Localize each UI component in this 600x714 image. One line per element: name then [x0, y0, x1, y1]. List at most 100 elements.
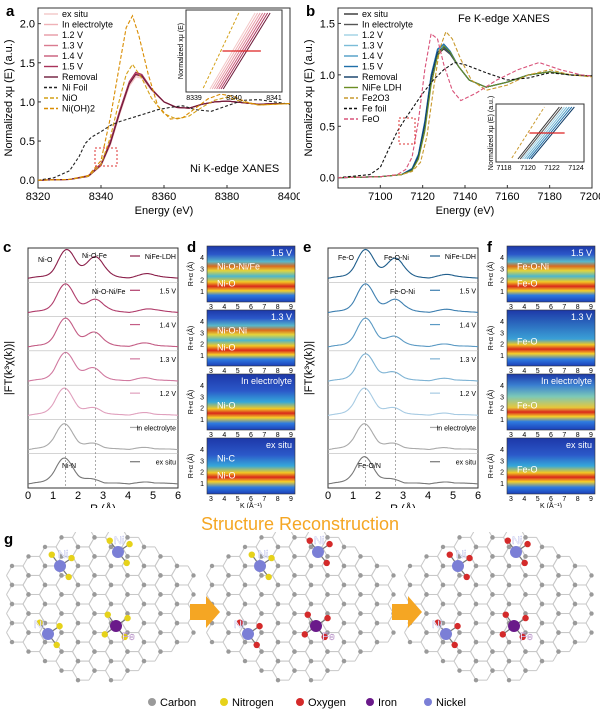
- carbon-atom: [292, 611, 297, 616]
- y-tick-label: 3: [500, 266, 504, 273]
- legend-label: Ni Foil: [62, 83, 88, 93]
- carbon-atom: [506, 563, 512, 569]
- band-label: Ni-O: [217, 278, 236, 288]
- carbon-atom: [226, 592, 231, 597]
- carbon-atom: [158, 611, 163, 616]
- map-label: 1.3 V: [271, 312, 292, 322]
- nitrogen-atom: [53, 641, 60, 649]
- carbon-atom: [473, 544, 479, 550]
- legend-label: In electrolyte: [62, 20, 113, 30]
- carbon-atom: [108, 658, 114, 664]
- nitrogen-atom: [65, 573, 72, 581]
- carbon-atom: [523, 592, 528, 597]
- carbon-atom: [358, 611, 363, 616]
- carbon-atom: [75, 639, 81, 645]
- carbon-atom: [308, 601, 314, 607]
- carbon-atom: [457, 592, 462, 597]
- nickel-atom: [510, 546, 522, 558]
- x-tick-label: 4: [222, 432, 226, 439]
- y-tick-label: 3: [500, 458, 504, 465]
- map-label: 1.3 V: [571, 312, 592, 322]
- peak-annotation: Ni-O-Fe: [82, 253, 107, 260]
- trace-label: 1.4 V: [460, 323, 477, 330]
- carbon-atom: [490, 668, 495, 673]
- inset-ref-curve: [202, 12, 240, 89]
- y-tick-label: 1: [500, 353, 504, 360]
- x-tick-label: 8: [276, 496, 280, 503]
- carbon-atom: [539, 639, 545, 645]
- band-label: Ni-C: [217, 454, 235, 464]
- ft-trace: [27, 457, 178, 485]
- peak-annotation: Fe-O-Ni: [390, 289, 415, 296]
- panel-g-structure-schematic: g Ni Ni Ni Fe Ni Ni Ni Fe Ni Ni Ni Fe Carbon Nitrogen O…: [4, 532, 594, 709]
- legend-label: 1.4 V: [62, 51, 83, 61]
- carbon-atom: [539, 582, 545, 588]
- x-tick-label: 7: [562, 496, 566, 503]
- carbon-atom: [341, 658, 347, 664]
- band-label: Ni-O: [217, 342, 236, 352]
- inset-tick-label: 8341: [266, 95, 282, 102]
- carbon-atom: [391, 630, 396, 635]
- trace-label: NiFe-LDH: [445, 254, 476, 261]
- x-tick-label: 6: [249, 368, 253, 375]
- carbon-atom: [275, 658, 281, 664]
- x-tick-label: 3: [209, 304, 213, 311]
- trace-label: NiFe-LDH: [145, 254, 176, 261]
- heatmap-frame: [206, 437, 296, 495]
- carbon-atom: [473, 563, 479, 569]
- peak-annotation: Ni-N: [62, 463, 76, 470]
- carbon-atom: [440, 601, 446, 607]
- trace-label: ex situ: [156, 460, 176, 467]
- panel-c-ft-ni: c NiFe-LDH 1.5 V 1.4 V 1.3 V 1.2 V In electrol…: [3, 239, 181, 508]
- y-tick-label: 3: [200, 458, 204, 465]
- y-tick-label: 3: [200, 266, 204, 273]
- carbon-atom: [440, 658, 446, 664]
- heatmap-frame: [506, 245, 596, 303]
- y-tick-label: 2.0: [20, 19, 35, 31]
- c-c-bond: [72, 532, 77, 538]
- carbon-atom: [308, 639, 314, 645]
- panel-e-ft-fe: e NiFe-LDH 1.5 V 1.4 V 1.3 V 1.2 V In electrol…: [303, 239, 481, 508]
- y-tick-label: 4: [200, 319, 204, 326]
- carbon-atom: [556, 592, 561, 597]
- x-tick-label: 6: [549, 368, 553, 375]
- nickel-atom: [112, 546, 124, 558]
- carbon-atom: [341, 639, 347, 645]
- atom-label: Ni: [314, 535, 324, 547]
- iron-atom: [310, 620, 322, 632]
- carbon-atom: [490, 554, 495, 559]
- y-tick-label: 1.0: [20, 97, 35, 109]
- carbon-atom: [141, 620, 147, 626]
- legend-label: Oxygen: [308, 697, 346, 709]
- ft-trace: [27, 387, 179, 416]
- carbon-atom: [506, 544, 512, 550]
- carbon-atom: [158, 592, 163, 597]
- oxygen-atom: [521, 559, 528, 567]
- x-tick-label: 3: [100, 490, 106, 502]
- x-tick-label: 8: [576, 304, 580, 311]
- heatmap: [207, 310, 295, 366]
- carbon-atom: [506, 601, 512, 607]
- legend-label: 1.5 V: [362, 62, 383, 72]
- y-tick-label: 3: [200, 330, 204, 337]
- y-axis-label: Normalized xμ (E) (a.u.): [303, 40, 315, 157]
- oxygen-atom: [306, 537, 313, 544]
- heatmap: [207, 246, 295, 302]
- x-tick-label: 6: [175, 490, 181, 502]
- y-tick-label: 4: [200, 255, 204, 262]
- x-axis-label: K (Å⁻¹): [540, 501, 562, 508]
- x-tick-label: 4: [222, 496, 226, 503]
- carbon-atom: [325, 649, 330, 654]
- nitrogen-atom: [104, 611, 111, 618]
- trace-label: 1.2 V: [460, 391, 477, 398]
- carbon-atom: [125, 630, 130, 635]
- carbon-atom: [440, 639, 446, 645]
- y-tick-label: 4: [200, 447, 204, 454]
- carbon-atom: [209, 639, 215, 645]
- trace-label: In electrolyte: [436, 425, 476, 432]
- x-tick-label: 2: [75, 490, 81, 502]
- carbon-atom: [308, 563, 314, 569]
- carbon-atom: [490, 535, 495, 540]
- x-tick-label: 5: [150, 490, 156, 502]
- x-tick-label: 1: [350, 490, 356, 502]
